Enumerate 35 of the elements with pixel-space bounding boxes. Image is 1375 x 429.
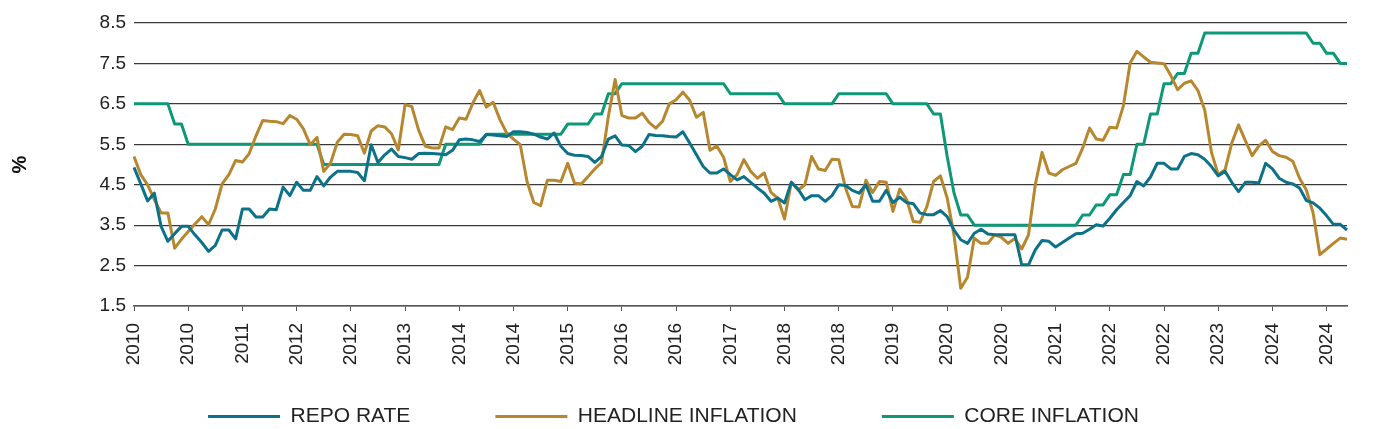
x-tick-label: 2017 (718, 323, 740, 366)
x-tick-label: 2019 (881, 323, 903, 366)
y-tick-label: 2.5 (99, 253, 126, 275)
x-tick-label: 2013 (393, 323, 415, 366)
legend-label: REPO RATE (290, 403, 411, 427)
y-tick-label: 3.5 (99, 213, 126, 235)
x-tick-label: 2011 (230, 323, 252, 364)
y-tick-label: 4.5 (99, 172, 126, 194)
x-tick-label: 2022 (1152, 323, 1174, 366)
x-tick-label: 2018 (772, 323, 794, 366)
x-tick-label: 2014 (447, 322, 469, 366)
x-tick-label: 2010 (122, 323, 144, 366)
y-tick-label: 1.5 (99, 294, 126, 316)
legend-label: HEADLINE INFLATION (577, 403, 797, 427)
x-tick-label: 2018 (826, 323, 848, 366)
y-tick-label: 6.5 (99, 92, 126, 114)
x-tick-label: 2024 (1314, 322, 1336, 366)
x-tick-label: 2023 (1206, 323, 1228, 366)
y-tick-label: 5.5 (99, 132, 126, 154)
x-tick-label: 2022 (1098, 323, 1120, 366)
x-tick-label: 2016 (610, 323, 632, 366)
x-tick-label: 2016 (664, 323, 686, 366)
legend-label: CORE INFLATION (964, 403, 1139, 427)
x-tick-label: 2014 (501, 322, 523, 366)
x-tick-label: 2021 (1043, 323, 1065, 366)
y-axis-title: % (7, 155, 30, 174)
x-tick-label: 2010 (176, 323, 198, 366)
x-tick-label: 2012 (339, 323, 361, 366)
x-tick-label: 2015 (555, 323, 577, 366)
x-tick-label: 2024 (1260, 322, 1282, 366)
x-tick-label: 2020 (935, 323, 957, 366)
y-tick-label: 7.5 (99, 51, 126, 73)
x-tick-label: 2012 (284, 323, 306, 366)
x-tick-label: 2020 (989, 323, 1011, 366)
y-tick-label: 8.5 (99, 11, 126, 33)
